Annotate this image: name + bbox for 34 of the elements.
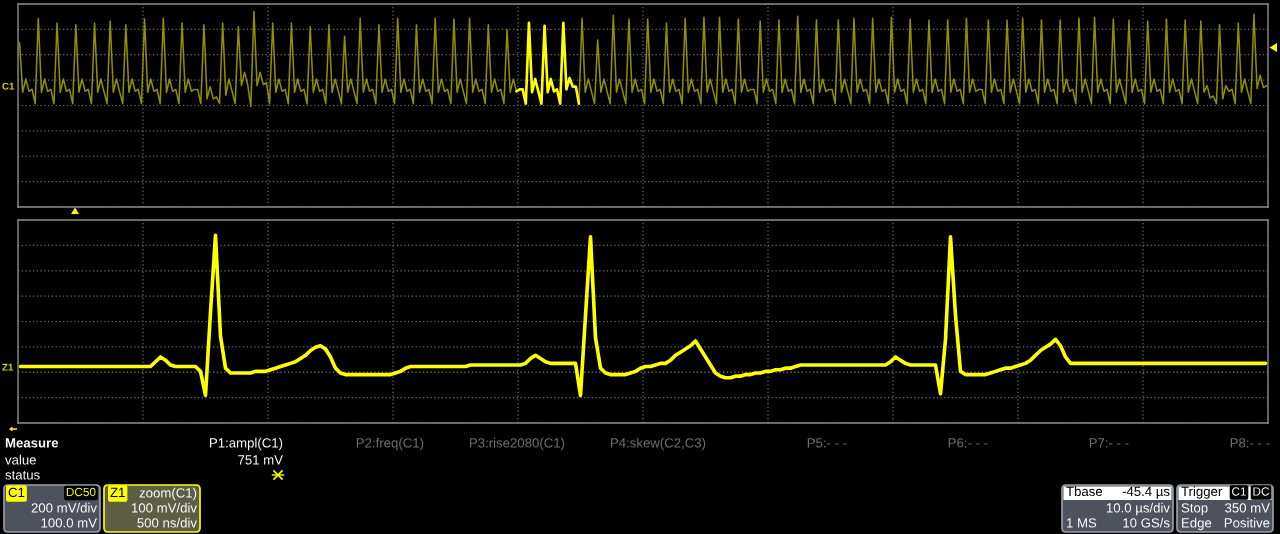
text: Positive bbox=[1224, 517, 1270, 528]
text: P2:freq(C1) bbox=[356, 437, 424, 451]
text: Measure bbox=[5, 438, 59, 448]
text: 1 MS bbox=[1067, 518, 1097, 528]
text: Edge bbox=[1182, 517, 1212, 531]
text: 10.0 µs/div bbox=[1106, 502, 1170, 516]
text: C1 bbox=[1232, 487, 1246, 496]
text: P3:rise2080(C1) bbox=[470, 437, 565, 451]
text: 751 mV bbox=[238, 455, 283, 465]
text: P5:- - - bbox=[807, 438, 847, 448]
text: Z1 bbox=[2, 363, 14, 371]
text: C1 bbox=[2, 82, 15, 90]
text: P8:- - - bbox=[1230, 438, 1270, 448]
text: Tbase bbox=[1066, 486, 1103, 497]
text: 100.0 mV bbox=[41, 518, 97, 528]
text: value bbox=[5, 454, 36, 465]
text: 200 mV/div bbox=[31, 502, 97, 513]
text: 500 ns/div bbox=[137, 517, 197, 528]
text: 350 mV bbox=[1225, 503, 1270, 513]
text: P1:ampl(C1) bbox=[210, 437, 283, 451]
text: 10 GS/s bbox=[1123, 517, 1170, 528]
text: C1 bbox=[8, 487, 25, 498]
text: zoom(C1) bbox=[139, 487, 197, 501]
text: P6:- - - bbox=[948, 438, 988, 448]
text: Z1 bbox=[110, 487, 125, 497]
text: status bbox=[5, 470, 40, 480]
text: 100 mV/div bbox=[132, 502, 197, 513]
text: -45.4 µs bbox=[1122, 486, 1170, 499]
text: DC50 bbox=[66, 487, 96, 497]
text: Stop bbox=[1181, 503, 1208, 516]
text: P4:skew(C2,C3) bbox=[611, 437, 706, 451]
text: DC bbox=[1253, 487, 1270, 496]
text: P7:- - - bbox=[1089, 438, 1129, 448]
text: Trigger bbox=[1181, 486, 1223, 499]
